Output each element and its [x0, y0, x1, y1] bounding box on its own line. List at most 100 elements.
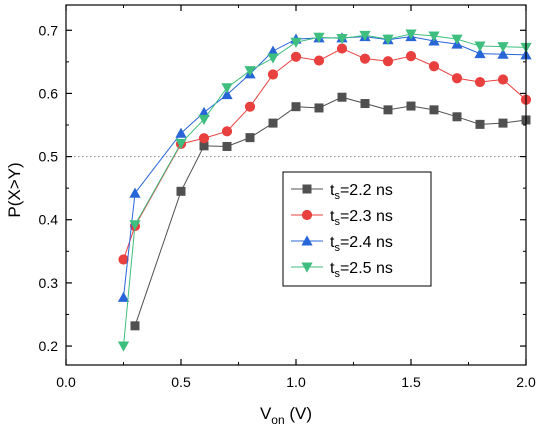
- series-4: [117, 29, 532, 352]
- x-axis-title-unit: (V): [285, 404, 312, 423]
- x-tick-label: 1.5: [401, 374, 421, 390]
- data-point: [452, 112, 462, 122]
- legend-item-3: ts=2.4 ns: [291, 234, 393, 254]
- data-point: [221, 83, 233, 94]
- legend-label: ts=2.4 ns: [330, 234, 393, 254]
- data-point: [129, 187, 141, 198]
- data-point: [405, 51, 417, 62]
- data-point: [313, 55, 325, 66]
- legend-label: ts=2.2 ns: [330, 182, 393, 202]
- data-point: [383, 105, 393, 115]
- y-tick-label: 0.4: [39, 212, 59, 228]
- series-line: [123, 33, 527, 347]
- y-tick-label: 0.3: [39, 275, 59, 291]
- legend-item-1: ts=2.2 ns: [291, 182, 393, 202]
- data-point: [175, 138, 187, 149]
- data-point: [405, 29, 417, 40]
- series-2: [118, 43, 532, 265]
- x-tick-label: 1.0: [286, 374, 306, 390]
- data-point: [221, 89, 233, 100]
- data-point: [474, 48, 486, 59]
- data-point: [382, 34, 394, 45]
- plot-area: [66, 29, 532, 352]
- data-point: [336, 43, 348, 54]
- data-point: [198, 133, 210, 144]
- data-point: [406, 101, 416, 111]
- data-point: [497, 42, 509, 53]
- data-point: [290, 51, 302, 62]
- x-axis-title-main: V: [260, 404, 272, 423]
- data-point: [175, 127, 187, 138]
- data-point: [198, 106, 210, 117]
- data-point: [267, 53, 279, 64]
- data-point: [176, 186, 186, 196]
- data-point: [360, 99, 370, 109]
- data-point: [244, 101, 256, 112]
- data-point: [267, 45, 279, 56]
- data-point: [117, 341, 130, 352]
- legend-label: ts=2.5 ns: [330, 260, 393, 280]
- data-point: [497, 48, 509, 59]
- legend-label-rest: =2.3 ns: [340, 208, 393, 225]
- data-point: [359, 30, 371, 41]
- data-point: [198, 114, 210, 125]
- data-point: [199, 141, 209, 151]
- legend-label-main: t: [330, 182, 335, 199]
- legend-marker: [301, 209, 313, 221]
- data-point: [429, 105, 439, 115]
- data-point: [314, 103, 324, 113]
- data-point: [451, 34, 463, 45]
- x-tick-label: 0.0: [56, 374, 76, 390]
- legend-label: ts=2.3 ns: [330, 208, 393, 228]
- axes: 0.0 0.5 1.0 1.5 2.0 0.2 0.3 0.4 0.5 0.6 0.7 Von (V)…: [5, 4, 536, 427]
- data-point: [498, 118, 508, 128]
- legend-label-main: t: [330, 208, 335, 225]
- legend-label-sub: s: [334, 190, 340, 202]
- legend-marker: [301, 262, 313, 273]
- legend-label-sub: s: [334, 216, 340, 228]
- legend-label-rest: =2.2 ns: [340, 182, 393, 199]
- legend-label-sub: s: [334, 242, 340, 254]
- legend-item-2: ts=2.3 ns: [291, 208, 393, 228]
- data-point: [291, 102, 301, 112]
- data-point: [245, 133, 255, 143]
- data-point: [497, 74, 509, 85]
- series-1: [130, 92, 531, 331]
- data-point: [313, 32, 325, 43]
- data-point: [290, 37, 302, 48]
- y-tick-label: 0.7: [39, 22, 59, 38]
- x-tick-label: 0.5: [171, 374, 191, 390]
- x-tick-label: 2.0: [516, 374, 536, 390]
- data-point: [222, 141, 232, 151]
- data-point: [382, 56, 394, 67]
- data-point: [474, 41, 486, 52]
- y-tick-label: 0.2: [39, 338, 59, 354]
- legend-item-4: ts=2.5 ns: [291, 260, 393, 280]
- x-axis-title-sub: on: [271, 413, 284, 427]
- legend-label-main: t: [330, 234, 335, 251]
- data-point: [221, 126, 233, 137]
- legend-label-rest: =2.5 ns: [340, 260, 393, 277]
- legend-label-rest: =2.4 ns: [340, 234, 393, 251]
- data-point: [337, 92, 347, 102]
- legend-label-sub: s: [334, 268, 340, 280]
- data-point: [336, 33, 348, 45]
- y-tick-label: 0.6: [39, 85, 59, 101]
- y-tick-label: 0.5: [39, 149, 59, 165]
- data-point: [244, 66, 256, 77]
- data-point: [268, 118, 278, 128]
- y-axis-title: P(X>Y): [5, 162, 24, 217]
- data-point: [129, 220, 141, 231]
- data-point: [267, 69, 279, 80]
- x-axis-title: Von (V): [260, 404, 312, 427]
- data-point: [428, 31, 440, 42]
- data-point: [428, 61, 440, 72]
- data-point: [118, 254, 129, 265]
- legend-marker: [301, 235, 313, 246]
- legend-marker: [302, 184, 312, 194]
- data-point: [359, 53, 371, 64]
- data-point: [451, 73, 463, 84]
- data-point: [474, 76, 486, 88]
